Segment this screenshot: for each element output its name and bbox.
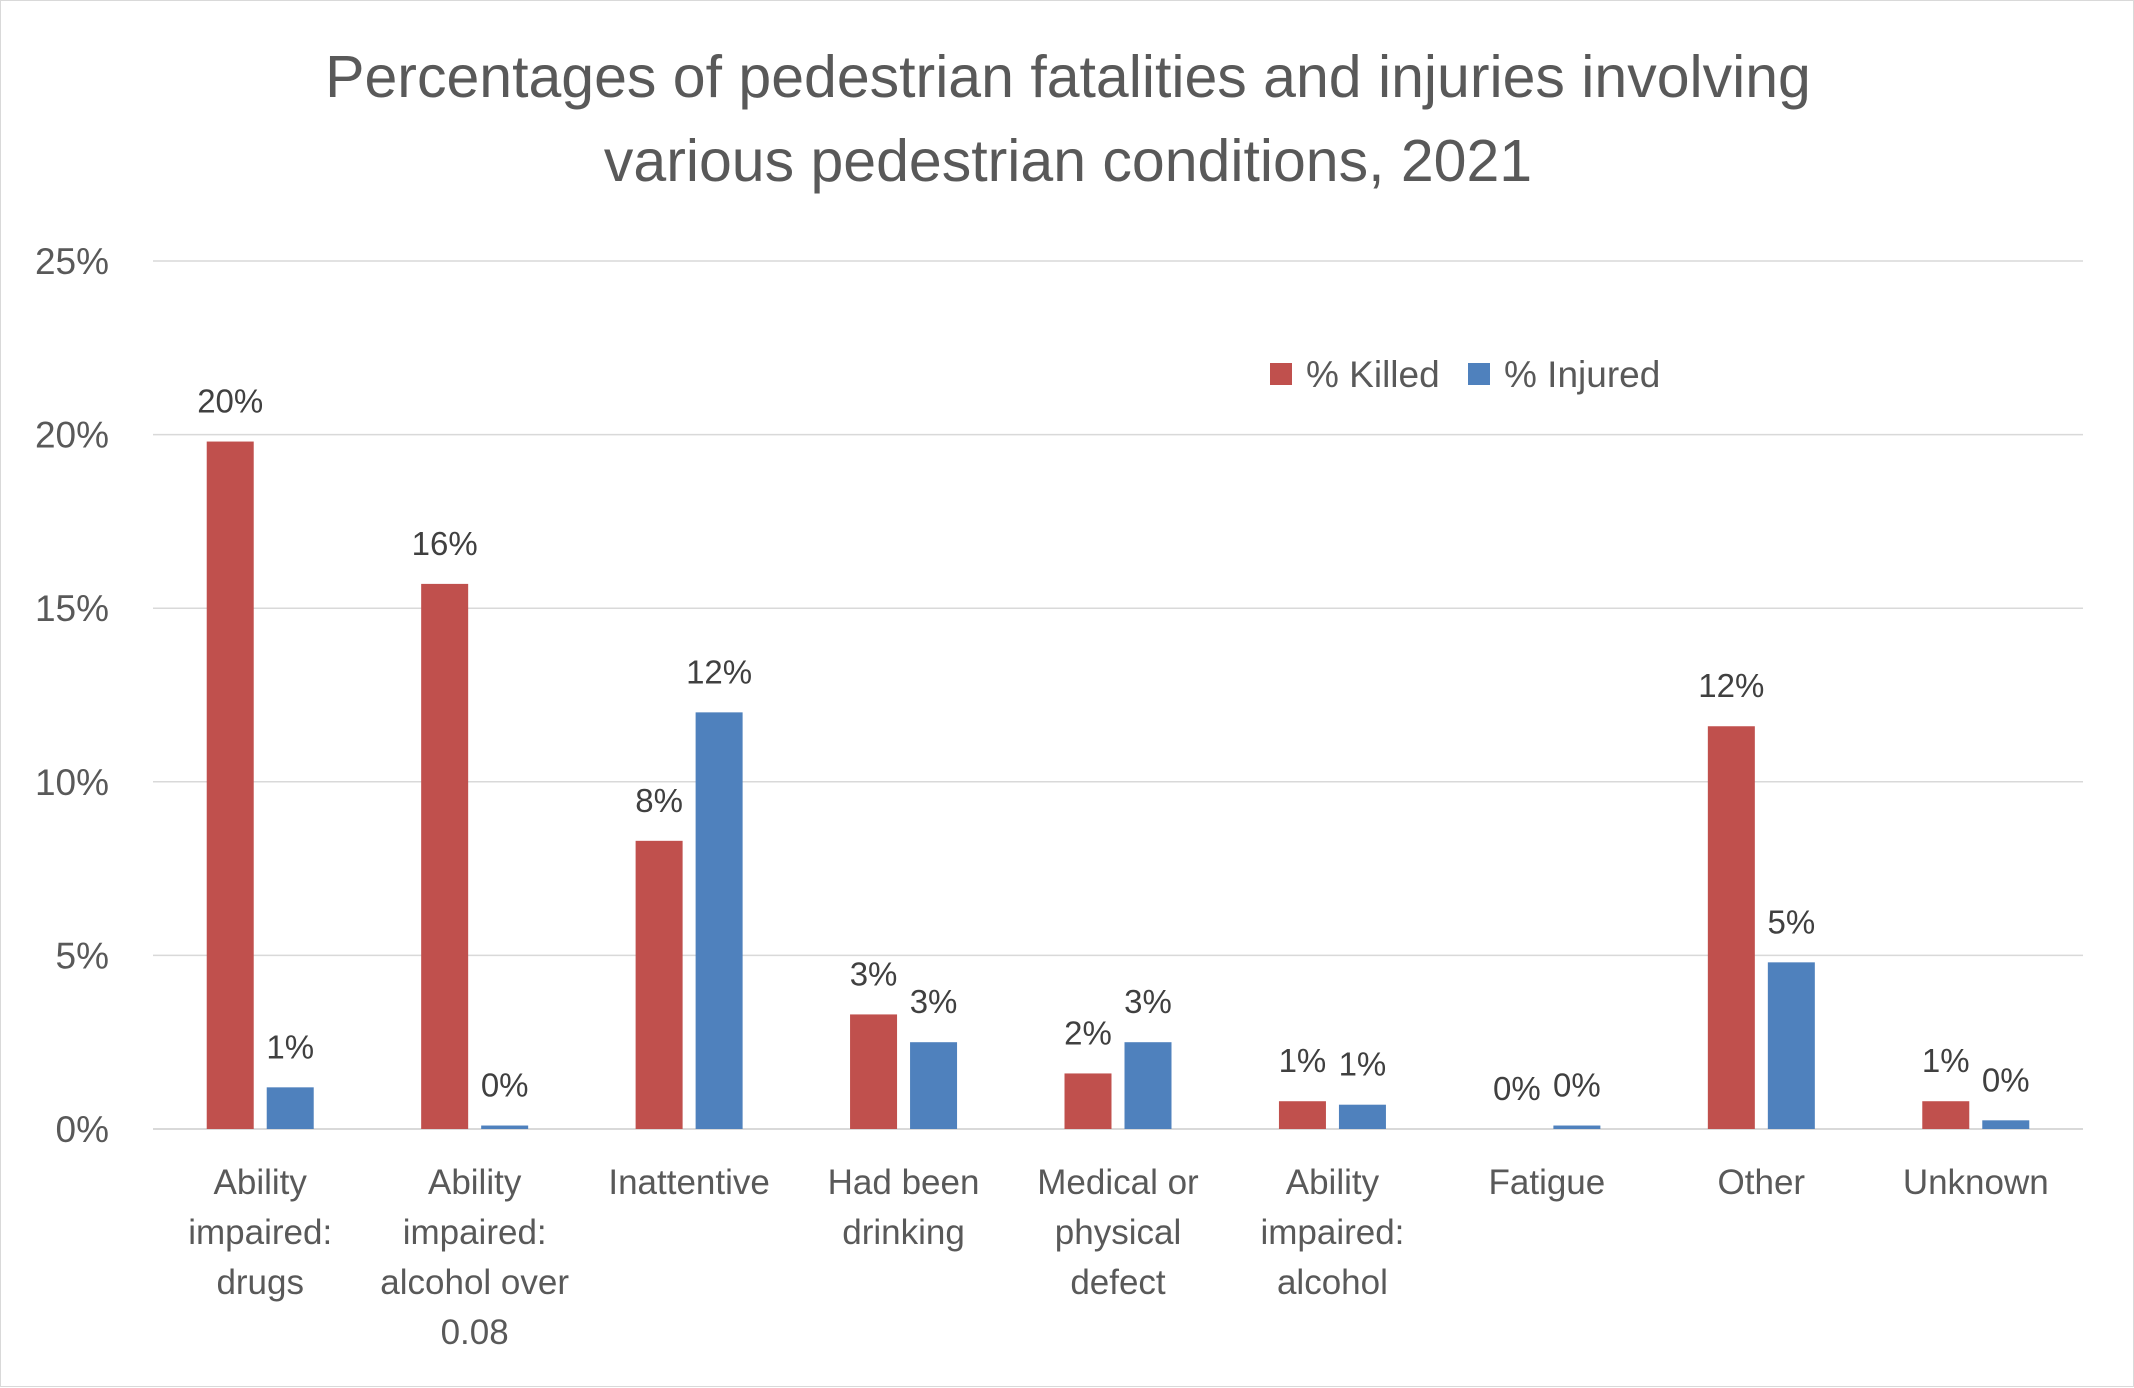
bar-killed [1922, 1101, 1970, 1129]
x-tick-label: alcohol [1277, 1263, 1388, 1302]
x-tick-label: physical [1055, 1213, 1181, 1252]
data-label: 3% [850, 955, 898, 992]
bar-injured [1338, 1104, 1386, 1129]
y-tick-label: 20% [35, 415, 109, 456]
x-tick-label: defect [1070, 1263, 1166, 1302]
data-label: 12% [1698, 667, 1764, 704]
x-tick-label: Other [1718, 1163, 1806, 1202]
legend-label-injured: % Injured [1504, 354, 1660, 395]
bar-killed [1707, 726, 1755, 1129]
bar-killed [1064, 1073, 1112, 1129]
x-tick-label: Fatigue [1489, 1163, 1606, 1202]
gridlines [153, 260, 2083, 1130]
x-tick-label: Had been [828, 1163, 980, 1202]
bar-killed [635, 840, 683, 1129]
y-tick-label: 15% [35, 588, 109, 629]
y-axis-tick-labels: 0% 5% 10% 15% 20% 25% [35, 241, 109, 1150]
x-tick-label: alcohol over [380, 1263, 569, 1302]
bar-injured [1553, 1125, 1601, 1129]
data-label: 0% [1982, 1061, 2030, 1098]
bar-killed [206, 441, 254, 1129]
bar-injured [481, 1125, 529, 1129]
chart-title-line: various pedestrian conditions, 2021 [604, 128, 1532, 194]
bar-injured [1982, 1120, 2030, 1129]
x-tick-label: Unknown [1903, 1163, 2049, 1202]
data-label: 8% [635, 782, 683, 819]
y-tick-label: 25% [35, 241, 109, 282]
x-tick-label: Ability [428, 1163, 522, 1202]
data-label: 5% [1767, 903, 1815, 940]
x-tick-label: drinking [842, 1213, 965, 1252]
x-tick-label: Inattentive [608, 1163, 770, 1202]
bar-injured [1124, 1042, 1172, 1129]
data-label: 1% [1339, 1046, 1387, 1083]
bar-injured [1767, 962, 1815, 1129]
y-tick-label: 0% [56, 1109, 109, 1150]
data-label: 2% [1064, 1014, 1112, 1051]
bar-killed [850, 1014, 898, 1129]
legend: % Killed % Injured [1270, 354, 1660, 395]
x-axis-category-labels: Ability impaired: drugs Ability impaired: alc… [188, 1163, 2048, 1352]
bar-injured [695, 712, 743, 1129]
x-tick-label: 0.08 [441, 1313, 509, 1352]
data-label: 12% [686, 653, 752, 690]
x-tick-label: Ability [1286, 1163, 1380, 1202]
data-labels: 20% 1% 16% 0% 8% 12% 3% 3% 2% 3% 1% 1% 0% 0% 12% 5% 1% 0% [197, 383, 2029, 1107]
data-label: 3% [910, 983, 958, 1020]
x-tick-label: impaired: [1260, 1213, 1404, 1252]
bar-killed [1278, 1101, 1326, 1129]
data-label: 20% [197, 383, 263, 420]
chart-title-line: Percentages of pedestrian fatalities and… [325, 44, 1811, 110]
bar-killed [421, 583, 469, 1129]
data-label: 1% [1279, 1042, 1327, 1079]
data-label: 1% [266, 1028, 314, 1065]
legend-swatch-injured [1468, 363, 1490, 385]
data-label: 0% [1553, 1067, 1601, 1104]
y-tick-label: 5% [56, 935, 109, 976]
bar-injured [910, 1042, 958, 1129]
data-label: 0% [481, 1067, 529, 1104]
data-label: 1% [1922, 1042, 1970, 1079]
bar-injured [266, 1087, 314, 1129]
bars [206, 441, 2030, 1129]
data-label: 3% [1124, 983, 1172, 1020]
x-tick-label: Ability [214, 1163, 308, 1202]
x-tick-label: drugs [216, 1263, 304, 1302]
data-label: 0% [1493, 1070, 1541, 1107]
x-tick-label: impaired: [403, 1213, 547, 1252]
chart-title: Percentages of pedestrian fatalities and… [325, 44, 1811, 194]
data-label: 16% [412, 525, 478, 562]
y-tick-label: 10% [35, 762, 109, 803]
legend-swatch-killed [1270, 363, 1292, 385]
legend-label-killed: % Killed [1306, 354, 1440, 395]
x-tick-label: impaired: [188, 1213, 332, 1252]
x-tick-label: Medical or [1037, 1163, 1199, 1202]
